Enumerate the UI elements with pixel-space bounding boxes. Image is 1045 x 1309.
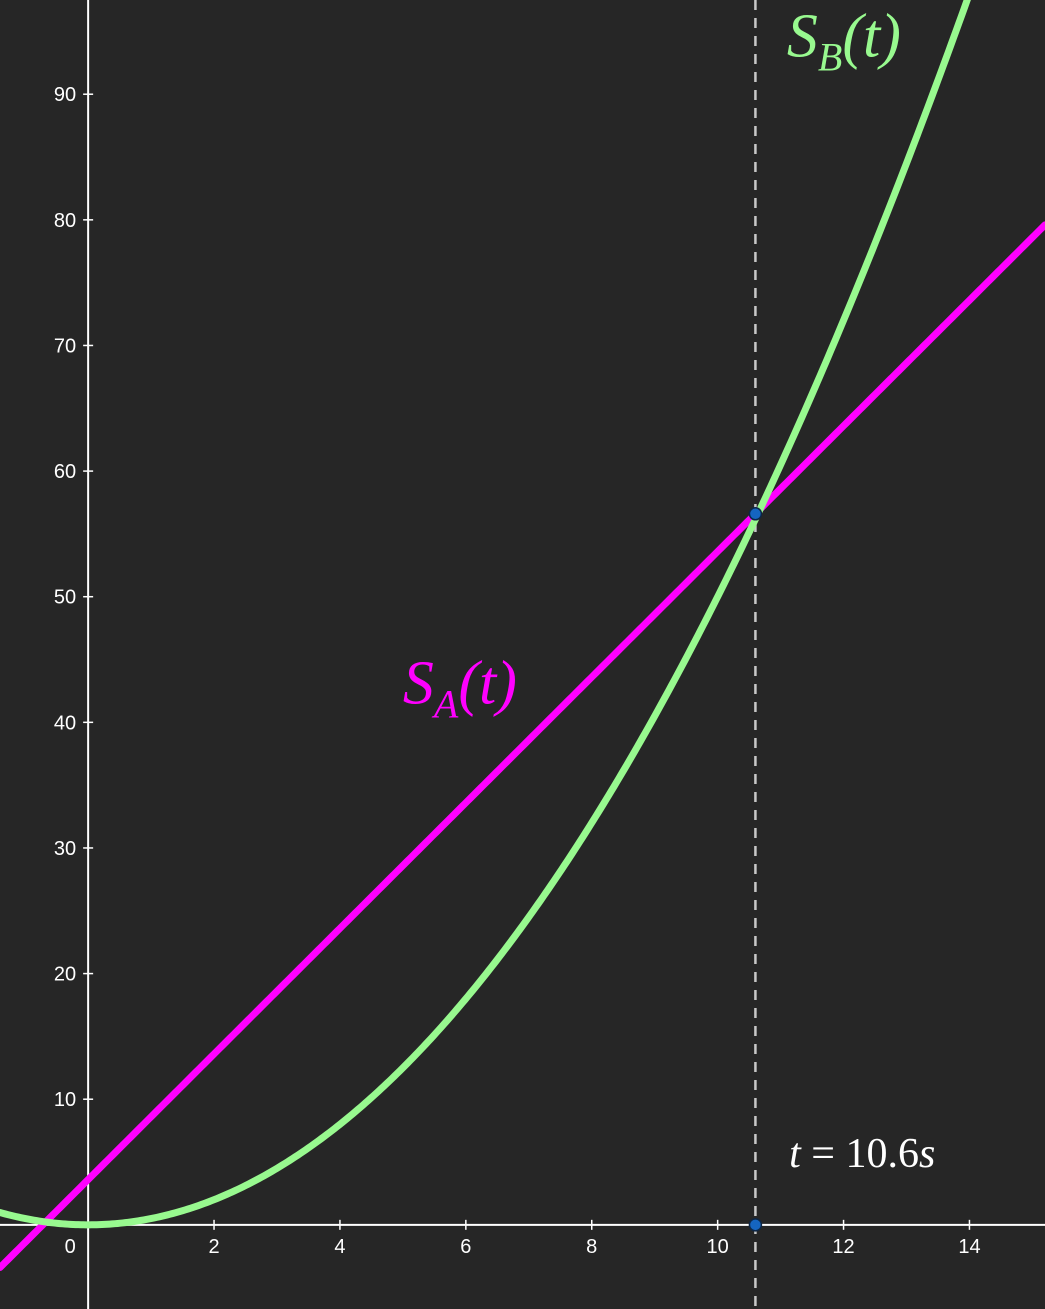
axis-point <box>748 1218 763 1232</box>
series-label-argument: (t) <box>842 3 901 71</box>
series-label-argument: (t) <box>458 649 517 717</box>
annotation-variable: t <box>789 1131 802 1177</box>
annotation-equals: = <box>801 1131 846 1177</box>
series-label-subscript: A <box>431 681 459 726</box>
intersection-point <box>748 507 763 521</box>
y-tick-label: 80 <box>54 210 76 232</box>
x-tick-label: 0 <box>65 1236 76 1258</box>
x-tick-label: 6 <box>460 1236 471 1258</box>
y-tick-label: 50 <box>54 587 76 609</box>
y-axis-ticks: 10 20 30 40 50 60 70 80 90 <box>54 84 94 1111</box>
x-axis-ticks: 0 2 4 6 8 10 12 14 <box>65 1219 981 1258</box>
y-tick-label: 30 <box>54 838 76 860</box>
x-tick-label: 2 <box>208 1236 219 1258</box>
points-group <box>748 507 763 1232</box>
y-tick-label: 10 <box>54 1089 76 1111</box>
x-tick-label: 10 <box>707 1236 729 1258</box>
series-curve-sb <box>0 0 971 1229</box>
series-label-sb: SB(t) <box>787 3 901 80</box>
x-tick-label: 8 <box>586 1236 597 1258</box>
annotation-unit: s <box>919 1131 935 1177</box>
annotation-value: 10.6 <box>845 1131 919 1177</box>
x-tick-label: 14 <box>958 1236 980 1258</box>
series-label-sa: SA(t) <box>403 649 517 726</box>
y-tick-label: 20 <box>54 964 76 986</box>
y-tick-label: 70 <box>54 335 76 357</box>
series-label-subscript: B <box>818 35 842 80</box>
series-line-sa <box>0 221 1045 1272</box>
labels-group: SA(t)SB(t)t = 10.6s <box>403 3 935 1177</box>
series-label-main: S <box>403 649 434 717</box>
series-group <box>0 0 1045 1272</box>
x-tick-label: 4 <box>334 1236 345 1258</box>
y-tick-label: 90 <box>54 84 76 106</box>
y-tick-label: 40 <box>54 712 76 734</box>
time-annotation: t = 10.6s <box>789 1131 935 1177</box>
y-tick-label: 60 <box>54 461 76 483</box>
series-label-main: S <box>787 3 818 71</box>
x-tick-label: 12 <box>832 1236 854 1258</box>
